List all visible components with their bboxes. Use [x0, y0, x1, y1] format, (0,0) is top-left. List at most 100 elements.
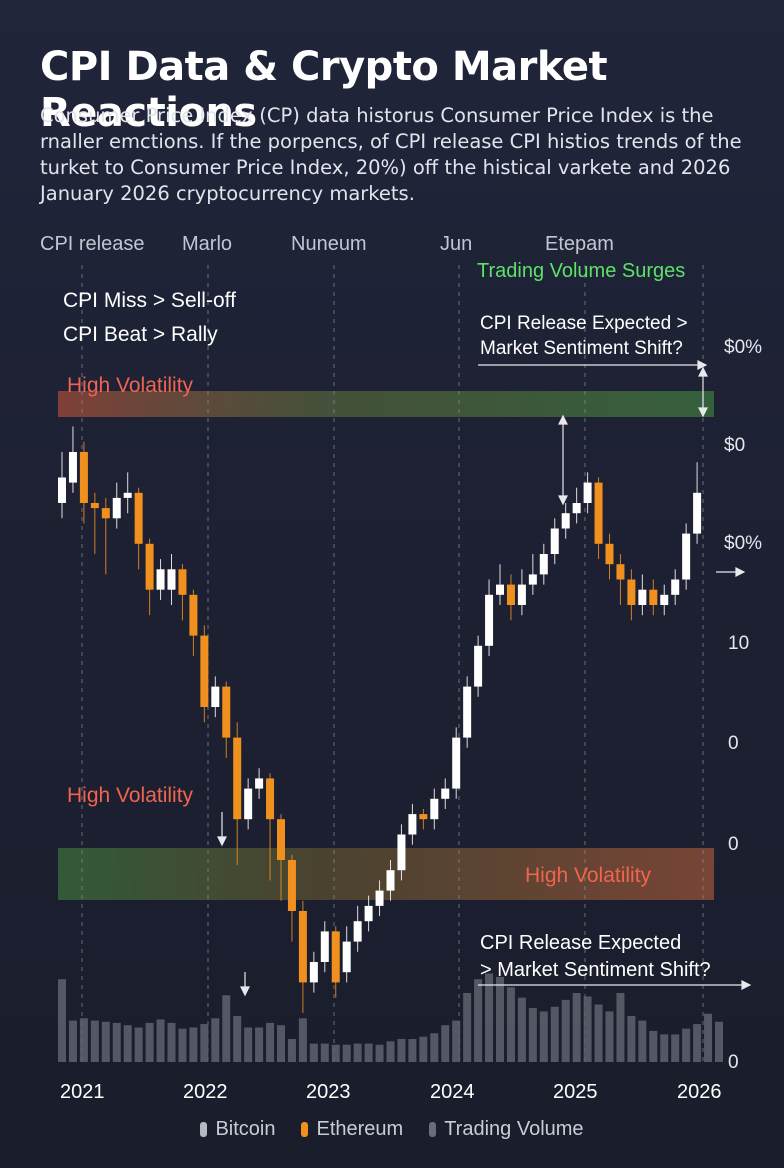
candle-body — [112, 497, 121, 519]
candle-body — [594, 482, 603, 544]
volume-bar — [605, 1011, 614, 1062]
x-tick-2025: 2025 — [553, 1081, 598, 1103]
volume-bar — [550, 1006, 559, 1062]
legend-label-ethereum: Ethereum — [316, 1118, 404, 1140]
candle-body — [671, 579, 680, 595]
candle-body — [145, 543, 154, 590]
legend-item-trading-volume[interactable]: Trading Volume — [429, 1118, 584, 1141]
bitcoin-candle — [68, 426, 77, 493]
candle-body — [277, 819, 285, 860]
ethereum-candle — [627, 569, 636, 621]
volume-swatch-icon — [429, 1122, 437, 1137]
candle-body — [320, 931, 329, 962]
candle-body — [485, 594, 494, 646]
volume-bar — [364, 1043, 373, 1062]
volatility-band-bottom — [58, 848, 714, 900]
volume-bar — [178, 1028, 187, 1062]
candle-body — [496, 584, 504, 595]
volume-bar — [627, 1016, 636, 1062]
volume-bar — [528, 1007, 537, 1062]
high-volatility-label-middle: High Volatility — [67, 784, 194, 807]
y-tick-5: 0 — [728, 733, 739, 754]
cpi-expected-top-line1: CPI Release Expected > — [480, 313, 688, 334]
volume-bar — [572, 993, 581, 1062]
volume-bar — [342, 1044, 351, 1062]
volume-bar — [167, 1022, 176, 1062]
page-title: CPI Data & Crypto Market Reactions — [40, 44, 608, 136]
bitcoin-candle — [474, 635, 483, 697]
candle-body — [342, 941, 351, 973]
bitcoin-candle — [452, 727, 461, 799]
bitcoin-candle — [408, 803, 417, 845]
y-tick-2: $0 — [724, 435, 745, 456]
page-subtitle: Consumer Price Index (CP) data historus … — [40, 104, 742, 205]
candle-body — [244, 788, 253, 820]
volume-bar — [287, 1039, 296, 1062]
candle-body — [331, 931, 340, 983]
volume-bar — [671, 1034, 680, 1062]
candle-body — [255, 778, 264, 789]
legend-item-bitcoin[interactable]: Bitcoin — [200, 1118, 275, 1141]
candle-body — [693, 492, 702, 534]
candle-body — [682, 533, 691, 580]
candle-body — [419, 814, 428, 820]
volume-bar — [68, 1020, 77, 1062]
ethereum-candle — [145, 538, 154, 616]
event-label-marlo: Marlo — [182, 233, 232, 255]
volume-bar — [594, 1004, 603, 1062]
y-tick-3: $0% — [724, 533, 762, 554]
volume-bar — [244, 1027, 253, 1062]
candle-body — [68, 452, 77, 483]
bitcoin-candle — [342, 926, 351, 983]
volume-bar — [79, 1018, 88, 1062]
legend-item-ethereum[interactable]: Ethereum — [301, 1118, 403, 1141]
volume-bar — [145, 1022, 154, 1062]
candle-body — [463, 686, 472, 738]
candle-body — [627, 579, 636, 605]
volume-bar — [112, 1022, 121, 1062]
bitcoin-candle — [244, 778, 253, 830]
volume-bar — [353, 1043, 362, 1062]
candle-body — [200, 635, 209, 707]
candle-body — [638, 589, 647, 605]
ethereum-candle — [649, 579, 658, 616]
ethereum-candle — [200, 625, 209, 723]
ethereum-candle — [287, 854, 296, 942]
volatility-band-top — [58, 391, 714, 417]
ethereum-candle — [134, 487, 143, 570]
legend-label-bitcoin: Bitcoin — [215, 1118, 276, 1140]
y-tick-1: $0% — [724, 337, 762, 358]
volume-bar — [255, 1027, 264, 1062]
candle-body — [539, 554, 548, 575]
volume-bar — [539, 1011, 548, 1062]
volume-bar — [638, 1020, 647, 1062]
candle-body — [517, 584, 526, 605]
candle-body — [430, 798, 439, 820]
bitcoin-candle — [583, 472, 592, 514]
bitcoin-candle — [255, 768, 264, 799]
volume-bar — [474, 979, 483, 1062]
volume-bar — [704, 1013, 713, 1062]
volume-bar — [441, 1025, 450, 1062]
volume-bar — [58, 979, 66, 1062]
candle-body — [90, 503, 99, 509]
candle-body — [528, 574, 537, 585]
candle-body — [211, 686, 220, 707]
candle-body — [156, 569, 165, 590]
candle-body — [616, 564, 625, 580]
candle-body — [583, 482, 592, 503]
candle-body — [550, 528, 559, 554]
candle-body — [408, 814, 417, 835]
event-label-jun: Jun — [440, 233, 472, 255]
volume-bar — [506, 987, 515, 1062]
volume-bar — [485, 973, 494, 1062]
candle-body — [123, 492, 132, 498]
ethereum-candle — [506, 574, 515, 621]
y-tick-7: 0 — [728, 1052, 739, 1073]
volume-bar — [616, 993, 625, 1062]
candle-body — [353, 921, 362, 942]
candle-body — [167, 569, 176, 590]
candle-body — [660, 594, 669, 605]
bitcoin-candle — [386, 860, 395, 901]
